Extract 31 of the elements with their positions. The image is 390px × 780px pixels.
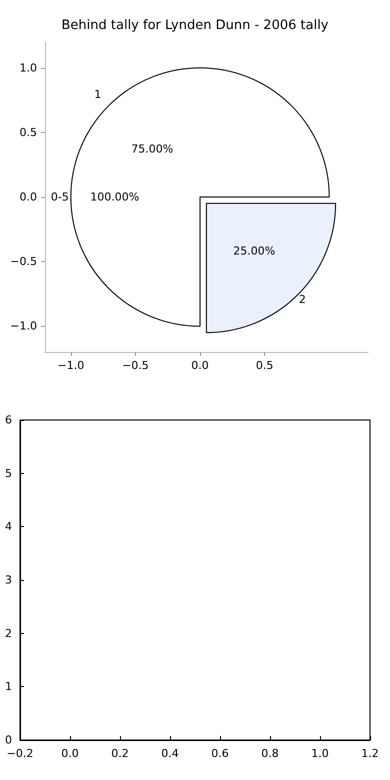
x-tick-label: −0.5 <box>122 359 149 372</box>
x-tick-label: −1.0 <box>57 359 84 372</box>
annotation: 0-5 <box>50 190 69 204</box>
y-tick-label: −1.0 <box>10 320 37 333</box>
y-tick-label: −0.5 <box>10 255 37 268</box>
slice-label: 2 <box>298 292 306 306</box>
y-tick-label: 0 <box>5 734 12 746</box>
y-tick-label: 2 <box>5 626 12 640</box>
x-tick-label: −0.2 <box>6 747 34 760</box>
y-tick-label: 3 <box>5 574 12 586</box>
x-tick-label: 0.4 <box>161 747 179 760</box>
x-tick-label: 0.0 <box>191 359 209 372</box>
y-tick-label: 6 <box>5 414 12 426</box>
y-tick-label: 4 <box>5 520 12 534</box>
x-tick-label: 0.0 <box>61 747 79 760</box>
y-tick-label: 5 <box>5 466 12 480</box>
chart-title: Behind tally for Lynden Dunn - 2006 tally <box>62 18 329 33</box>
y-tick-label: 0.5 <box>20 126 37 139</box>
x-tick-label: 0.8 <box>261 747 279 760</box>
data-label: 75.00% <box>131 142 174 156</box>
annotation: 100.00% <box>90 190 140 204</box>
x-tick-label: 1.2 <box>361 747 379 760</box>
x-tick-label: 1.0 <box>311 747 329 760</box>
x-tick-label: 0.6 <box>211 747 229 760</box>
x-tick-label: 0.2 <box>111 747 129 760</box>
data-label: 25.00% <box>233 244 276 258</box>
y-tick-label: 1.0 <box>20 61 37 74</box>
y-tick-label: 1 <box>5 680 12 694</box>
slice-label: 1 <box>94 88 102 102</box>
y-tick-label: 0.0 <box>20 190 37 204</box>
x-tick-label: 0.5 <box>256 359 274 372</box>
